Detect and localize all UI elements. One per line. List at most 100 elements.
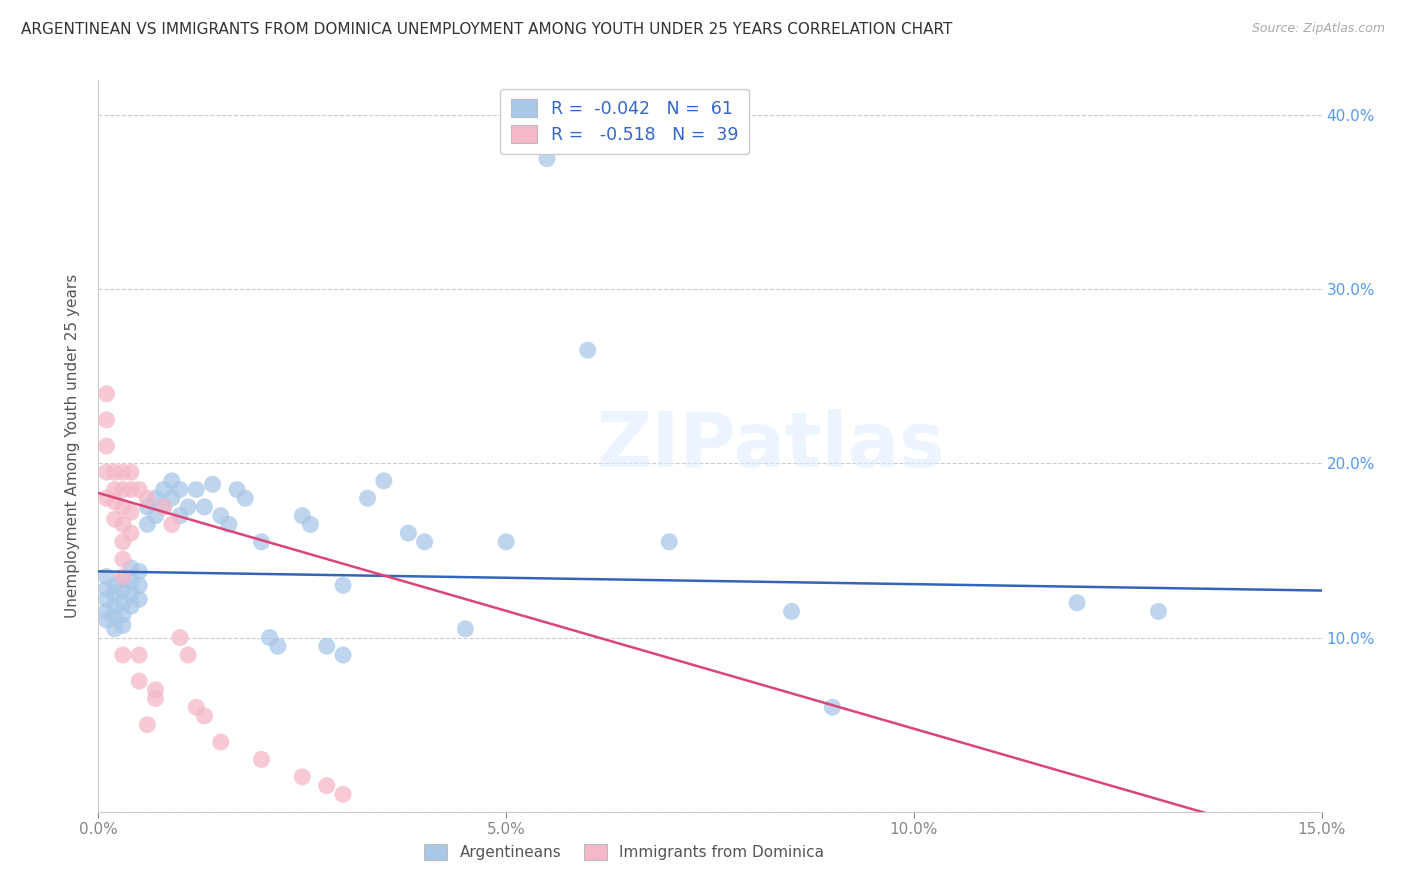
Point bbox=[169, 483, 191, 497]
Point bbox=[1066, 596, 1088, 610]
Point bbox=[104, 578, 127, 592]
Y-axis label: Unemployment Among Youth under 25 years: Unemployment Among Youth under 25 years bbox=[65, 274, 80, 618]
Point bbox=[111, 618, 134, 632]
Point bbox=[576, 343, 599, 358]
Point bbox=[96, 439, 118, 453]
Point bbox=[291, 770, 314, 784]
Point bbox=[104, 587, 127, 601]
Point bbox=[104, 494, 127, 508]
Point bbox=[332, 787, 354, 801]
Point bbox=[169, 508, 191, 523]
Point bbox=[111, 573, 134, 587]
Point bbox=[356, 491, 378, 506]
Point bbox=[111, 483, 134, 497]
Point bbox=[152, 500, 174, 514]
Point bbox=[136, 717, 159, 731]
Point bbox=[104, 512, 127, 526]
Point bbox=[128, 592, 150, 607]
Point bbox=[111, 534, 134, 549]
Point bbox=[145, 691, 167, 706]
Point bbox=[136, 517, 159, 532]
Point bbox=[120, 599, 142, 614]
Point bbox=[152, 483, 174, 497]
Point bbox=[373, 474, 395, 488]
Point bbox=[780, 604, 803, 618]
Point bbox=[160, 517, 183, 532]
Point bbox=[120, 465, 142, 479]
Point bbox=[145, 491, 167, 506]
Text: ARGENTINEAN VS IMMIGRANTS FROM DOMINICA UNEMPLOYMENT AMONG YOUTH UNDER 25 YEARS : ARGENTINEAN VS IMMIGRANTS FROM DOMINICA … bbox=[21, 22, 952, 37]
Point bbox=[821, 700, 844, 714]
Point bbox=[111, 583, 134, 598]
Point bbox=[218, 517, 240, 532]
Point bbox=[160, 474, 183, 488]
Point bbox=[186, 483, 208, 497]
Point bbox=[128, 565, 150, 579]
Point bbox=[658, 534, 681, 549]
Point bbox=[96, 569, 118, 583]
Point bbox=[259, 631, 281, 645]
Point bbox=[145, 508, 167, 523]
Point bbox=[250, 752, 273, 766]
Point bbox=[267, 640, 290, 654]
Point bbox=[299, 517, 322, 532]
Point bbox=[128, 648, 150, 662]
Point bbox=[495, 534, 517, 549]
Legend: Argentineans, Immigrants from Dominica: Argentineans, Immigrants from Dominica bbox=[419, 838, 831, 866]
Point bbox=[128, 674, 150, 689]
Point bbox=[315, 779, 337, 793]
Point bbox=[96, 613, 118, 627]
Point bbox=[104, 483, 127, 497]
Point bbox=[536, 152, 558, 166]
Point bbox=[250, 534, 273, 549]
Point bbox=[177, 648, 200, 662]
Point bbox=[233, 491, 256, 506]
Point bbox=[193, 500, 215, 514]
Point bbox=[111, 500, 134, 514]
Point bbox=[396, 526, 419, 541]
Text: ZIPatlas: ZIPatlas bbox=[598, 409, 945, 483]
Point bbox=[104, 465, 127, 479]
Point bbox=[111, 607, 134, 622]
Point bbox=[128, 578, 150, 592]
Point bbox=[454, 622, 477, 636]
Point bbox=[332, 578, 354, 592]
Point bbox=[120, 574, 142, 589]
Point bbox=[201, 477, 224, 491]
Point bbox=[111, 596, 134, 610]
Point bbox=[1147, 604, 1170, 618]
Point bbox=[96, 592, 118, 607]
Point bbox=[111, 569, 134, 583]
Point bbox=[111, 517, 134, 532]
Point bbox=[193, 709, 215, 723]
Point bbox=[111, 552, 134, 566]
Point bbox=[136, 491, 159, 506]
Point bbox=[226, 483, 249, 497]
Point bbox=[413, 534, 436, 549]
Point bbox=[315, 640, 337, 654]
Point bbox=[111, 465, 134, 479]
Point bbox=[152, 500, 174, 514]
Point bbox=[104, 622, 127, 636]
Point bbox=[136, 500, 159, 514]
Point bbox=[145, 682, 167, 697]
Point bbox=[120, 561, 142, 575]
Point bbox=[96, 604, 118, 618]
Point bbox=[96, 582, 118, 596]
Point bbox=[104, 599, 127, 614]
Point bbox=[120, 526, 142, 541]
Point bbox=[96, 386, 118, 401]
Point bbox=[111, 648, 134, 662]
Point bbox=[96, 491, 118, 506]
Text: Source: ZipAtlas.com: Source: ZipAtlas.com bbox=[1251, 22, 1385, 36]
Point bbox=[209, 735, 232, 749]
Point bbox=[96, 413, 118, 427]
Point bbox=[120, 505, 142, 519]
Point bbox=[177, 500, 200, 514]
Point bbox=[186, 700, 208, 714]
Point bbox=[128, 483, 150, 497]
Point bbox=[209, 508, 232, 523]
Point bbox=[96, 465, 118, 479]
Point bbox=[120, 587, 142, 601]
Point bbox=[291, 508, 314, 523]
